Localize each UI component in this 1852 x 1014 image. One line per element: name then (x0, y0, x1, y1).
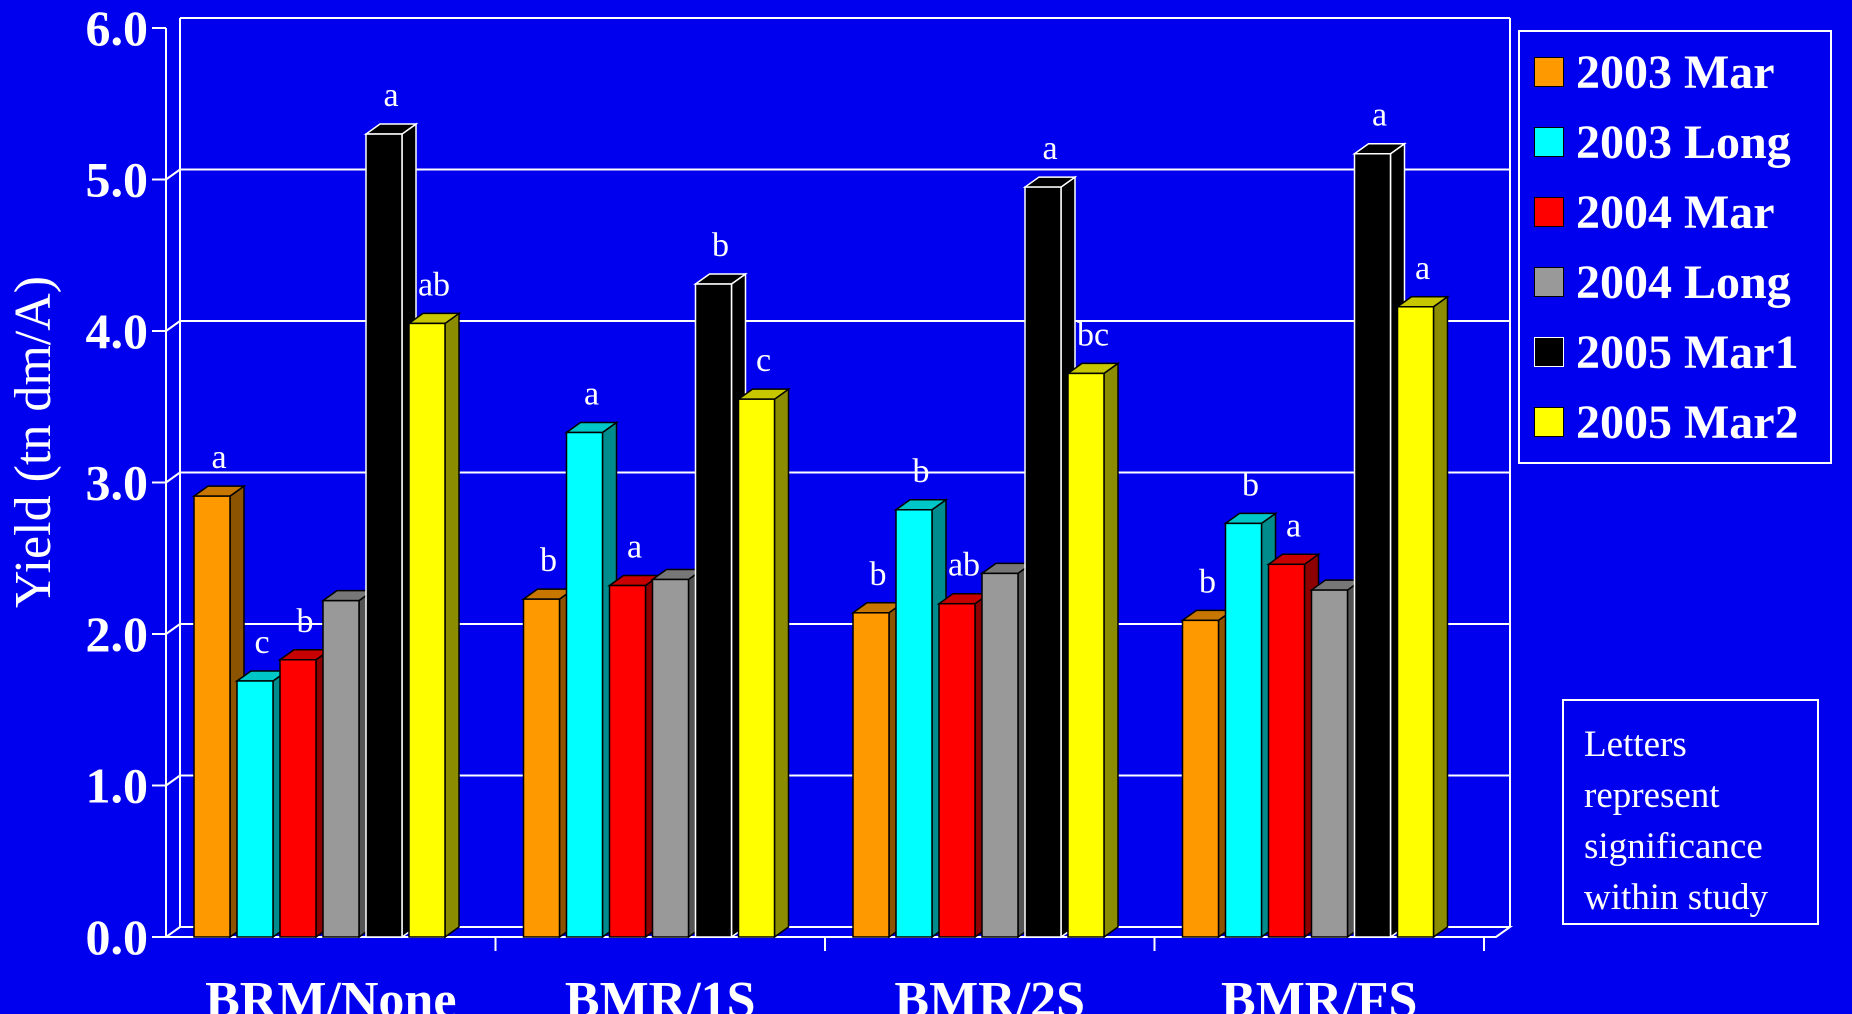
significance-label: a (584, 376, 599, 413)
significance-label: b (540, 542, 557, 579)
bar-front (279, 659, 317, 938)
bar-front (408, 322, 446, 938)
bar-front (1224, 522, 1263, 938)
significance-note: Letters represent significance within st… (1562, 699, 1819, 925)
significance-label: a (1286, 507, 1301, 544)
significance-label: b (913, 453, 930, 490)
legend-label: 2004 Mar (1576, 185, 1775, 239)
significance-label: b (297, 603, 314, 640)
legend-swatch (1534, 57, 1564, 87)
bar-front (522, 598, 561, 938)
significance-label: b (712, 227, 729, 264)
x-category-label: BMR/2S (894, 972, 1085, 1014)
legend-item: 2005 Mar1 (1534, 322, 1799, 382)
significance-label: ab (418, 266, 450, 303)
significance-label: c (254, 624, 269, 661)
x-category-label: BRM/None (205, 972, 456, 1014)
legend-swatch (1534, 407, 1564, 437)
y-tick-label: 6.0 (86, 0, 149, 56)
legend-swatch (1534, 127, 1564, 157)
bar-front (651, 578, 690, 938)
legend-swatch (1534, 197, 1564, 227)
significance-label: b (870, 556, 887, 593)
bar-front (1353, 152, 1392, 938)
bar-front (565, 431, 604, 938)
legend-label: 2003 Mar (1576, 45, 1775, 99)
legend-swatch (1534, 267, 1564, 297)
gridline-side (165, 774, 181, 787)
bar-side (1432, 295, 1449, 939)
y-tick-label: 1.0 (86, 758, 149, 814)
bars (191, 122, 1450, 939)
significance-label: b (1242, 466, 1259, 503)
gridline-side (165, 168, 181, 181)
bar-front (852, 612, 890, 938)
legend-swatch (1534, 337, 1564, 367)
gridline-side (165, 623, 181, 635)
bar-front (938, 602, 976, 938)
significance-label: c (756, 342, 771, 379)
bar-side (773, 387, 790, 939)
legend-item: 2004 Mar (1534, 182, 1775, 242)
bar-2005-mar2 (736, 387, 791, 939)
bar-front (608, 584, 647, 938)
significance-label: a (383, 77, 398, 114)
legend: 2003 Mar 2003 Long 2004 Mar 2004 Long 2005 M… (1518, 30, 1832, 464)
legend-label: 2005 Mar1 (1576, 325, 1799, 379)
legend-label: 2005 Mar2 (1576, 395, 1799, 449)
bar-front (694, 283, 733, 938)
y-tick-label: 5.0 (86, 152, 149, 208)
bar-front (1310, 589, 1349, 938)
bar-front (1067, 372, 1105, 938)
significance-label: a (1415, 250, 1430, 287)
legend-item: 2005 Mar2 (1534, 392, 1799, 452)
bar-front (1267, 563, 1306, 938)
axes: 0.0 1.0 2.0 3.0 4.0 5.0 6.0 BRM/None BMR/1S BMR/2… (86, 0, 1485, 1014)
y-tick-label: 3.0 (86, 455, 149, 511)
bar-front (365, 133, 403, 938)
y-axis-title: Yield (tn dm/A) (5, 276, 62, 608)
x-category-label: BMR/FS (1221, 972, 1417, 1014)
significance-label: bc (1077, 316, 1109, 353)
x-category-label: BMR/1S (565, 972, 756, 1014)
bar-side (444, 311, 460, 939)
legend-item: 2003 Mar (1534, 42, 1775, 102)
gridline-side (165, 471, 181, 484)
legend-item: 2004 Long (1534, 252, 1791, 312)
y-tick-label: 4.0 (86, 303, 149, 359)
legend-label: 2003 Long (1576, 115, 1791, 169)
bar-front (193, 495, 231, 938)
significance-label: a (627, 529, 642, 566)
significance-label: a (1372, 97, 1387, 134)
y-tick-label: 0.0 (86, 909, 149, 965)
legend-label: 2004 Long (1576, 255, 1791, 309)
bar-front (981, 572, 1019, 938)
significance-label: a (1042, 130, 1057, 167)
bar-side (1103, 361, 1119, 939)
significance-label: b (1199, 563, 1216, 600)
bar-2005-mar2 (1065, 361, 1121, 939)
bar-front (1024, 186, 1062, 938)
significance-label: ab (948, 547, 980, 584)
bar-2005-mar2 (406, 311, 462, 939)
gridline-side (165, 320, 181, 332)
bar-2005-mar2 (1395, 295, 1450, 939)
bar-front (236, 680, 274, 938)
bar-front (322, 599, 360, 938)
legend-item: 2003 Long (1534, 112, 1791, 172)
bar-front (895, 509, 933, 938)
y-tick-label: 2.0 (86, 606, 149, 662)
bar-front (737, 398, 776, 938)
bar-front (1181, 619, 1220, 938)
bar-front (1396, 306, 1435, 938)
significance-label: a (211, 439, 226, 476)
